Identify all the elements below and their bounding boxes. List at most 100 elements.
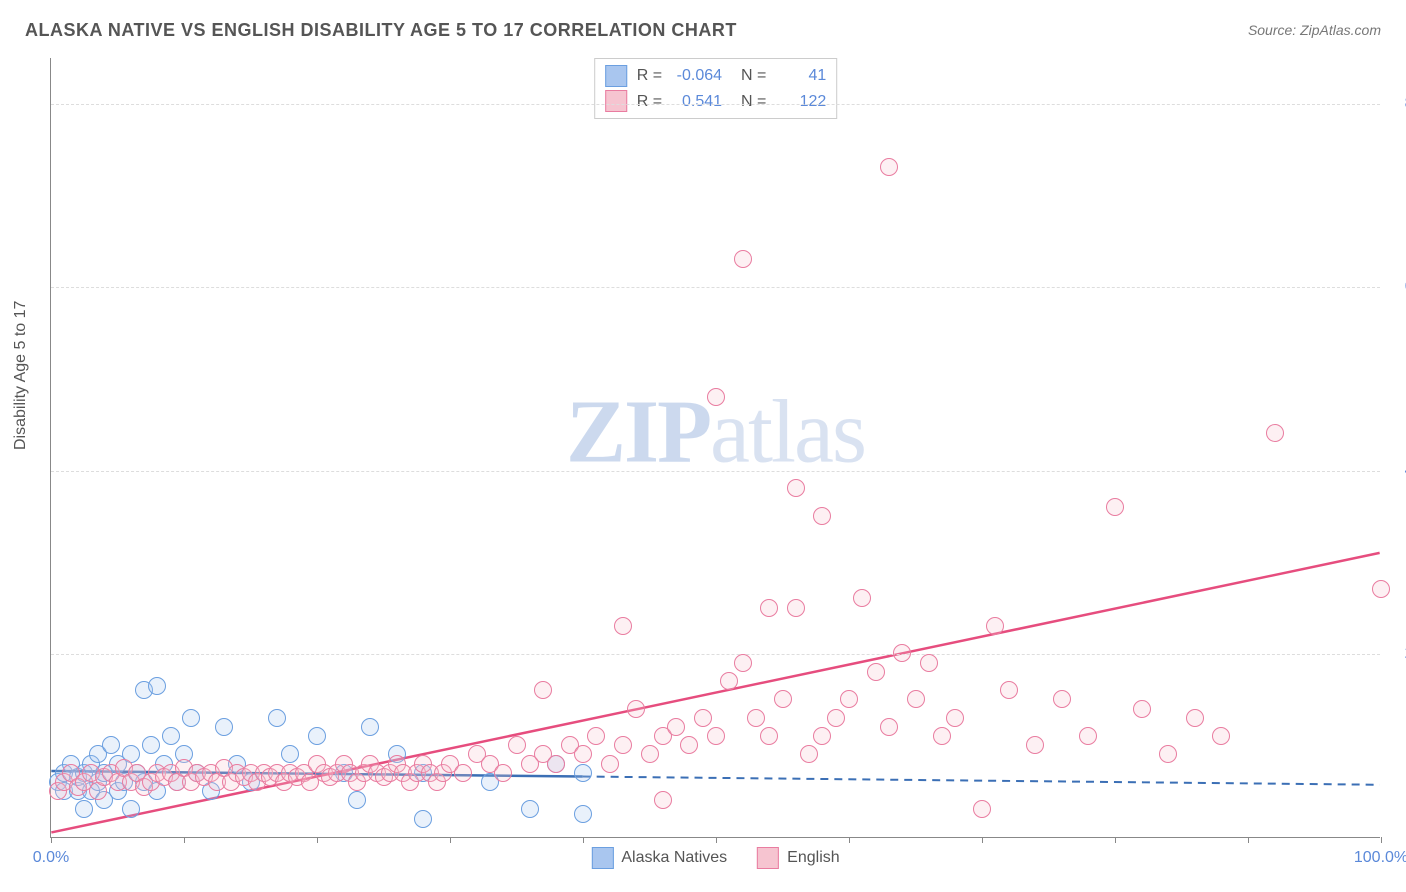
x-tick-mark	[184, 837, 185, 843]
data-point-english	[774, 690, 792, 708]
x-tick-mark	[583, 837, 584, 843]
data-point-english	[1159, 745, 1177, 763]
data-point-english	[1053, 690, 1071, 708]
data-point-english	[1079, 727, 1097, 745]
data-point-english	[720, 672, 738, 690]
x-tick-mark	[1248, 837, 1249, 843]
data-point-alaska	[348, 791, 366, 809]
data-point-english	[827, 709, 845, 727]
swatch-english	[757, 847, 779, 869]
data-point-alaska	[574, 805, 592, 823]
chart-container: ALASKA NATIVE VS ENGLISH DISABILITY AGE …	[0, 0, 1406, 892]
data-point-english	[986, 617, 1004, 635]
legend-label-alaska: Alaska Natives	[621, 849, 727, 867]
data-point-english	[800, 745, 818, 763]
data-point-english	[760, 727, 778, 745]
data-point-english	[933, 727, 951, 745]
data-point-english	[813, 507, 831, 525]
data-point-english	[867, 663, 885, 681]
data-point-english	[734, 250, 752, 268]
gridline-h	[51, 471, 1380, 472]
swatch-alaska	[605, 65, 627, 87]
trend-lines-layer	[51, 58, 1380, 837]
legend-n-value-english: 122	[776, 89, 826, 115]
data-point-alaska	[162, 727, 180, 745]
data-point-english	[680, 736, 698, 754]
data-point-alaska	[281, 745, 299, 763]
y-tick-label: 80.0%	[1390, 95, 1406, 113]
legend-series: Alaska Natives English	[591, 847, 839, 869]
legend-item-alaska: Alaska Natives	[591, 847, 727, 869]
data-point-alaska	[521, 800, 539, 818]
data-point-english	[1266, 424, 1284, 442]
data-point-english	[601, 755, 619, 773]
data-point-alaska	[182, 709, 200, 727]
x-tick-mark	[1115, 837, 1116, 843]
data-point-english	[787, 479, 805, 497]
legend-r-value-alaska: -0.064	[672, 63, 722, 89]
legend-item-english: English	[757, 847, 839, 869]
swatch-english	[605, 90, 627, 112]
data-point-english	[1133, 700, 1151, 718]
legend-n-value-alaska: 41	[776, 63, 826, 89]
chart-title: ALASKA NATIVE VS ENGLISH DISABILITY AGE …	[25, 20, 737, 41]
data-point-english	[734, 654, 752, 672]
watermark-zip: ZIP	[566, 382, 710, 481]
data-point-english	[853, 589, 871, 607]
data-point-english	[641, 745, 659, 763]
legend-stats-row-english: R = 0.541 N = 122	[605, 89, 827, 115]
legend-label-english: English	[787, 849, 839, 867]
data-point-english	[587, 727, 605, 745]
x-tick-mark	[716, 837, 717, 843]
plot-area: ZIPatlas R = -0.064 N = 41 R = 0.541 N =…	[50, 58, 1380, 838]
data-point-english	[454, 764, 472, 782]
data-point-english	[534, 681, 552, 699]
data-point-english	[1186, 709, 1204, 727]
legend-r-label: R =	[637, 89, 662, 115]
y-axis-label: Disability Age 5 to 17	[12, 301, 30, 450]
data-point-alaska	[148, 677, 166, 695]
data-point-english	[547, 755, 565, 773]
data-point-english	[907, 690, 925, 708]
data-point-english	[920, 654, 938, 672]
data-point-english	[1000, 681, 1018, 699]
swatch-alaska	[591, 847, 613, 869]
data-point-english	[494, 764, 512, 782]
gridline-h	[51, 654, 1380, 655]
data-point-english	[840, 690, 858, 708]
data-point-english	[667, 718, 685, 736]
data-point-english	[614, 736, 632, 754]
data-point-alaska	[574, 764, 592, 782]
gridline-h	[51, 287, 1380, 288]
data-point-alaska	[142, 736, 160, 754]
x-tick-mark	[1381, 837, 1382, 843]
data-point-english	[946, 709, 964, 727]
y-tick-label: 20.0%	[1390, 645, 1406, 663]
legend-n-label: N =	[732, 89, 766, 115]
source-citation: Source: ZipAtlas.com	[1248, 22, 1381, 38]
data-point-english	[654, 791, 672, 809]
x-tick-mark	[450, 837, 451, 843]
data-point-english	[1106, 498, 1124, 516]
legend-stats: R = -0.064 N = 41 R = 0.541 N = 122	[594, 58, 838, 119]
x-tick-mark	[982, 837, 983, 843]
y-tick-label: 40.0%	[1390, 462, 1406, 480]
data-point-alaska	[308, 727, 326, 745]
data-point-english	[880, 718, 898, 736]
data-point-english	[880, 158, 898, 176]
legend-stats-row-alaska: R = -0.064 N = 41	[605, 63, 827, 89]
gridline-h	[51, 104, 1380, 105]
data-point-alaska	[215, 718, 233, 736]
data-point-english	[694, 709, 712, 727]
data-point-english	[813, 727, 831, 745]
data-point-english	[707, 727, 725, 745]
legend-n-label: N =	[732, 63, 766, 89]
legend-r-value-english: 0.541	[672, 89, 722, 115]
data-point-alaska	[414, 810, 432, 828]
data-point-english	[707, 388, 725, 406]
data-point-english	[614, 617, 632, 635]
data-point-english	[1372, 580, 1390, 598]
data-point-english	[893, 644, 911, 662]
x-tick-mark	[849, 837, 850, 843]
watermark-atlas: atlas	[710, 382, 865, 481]
